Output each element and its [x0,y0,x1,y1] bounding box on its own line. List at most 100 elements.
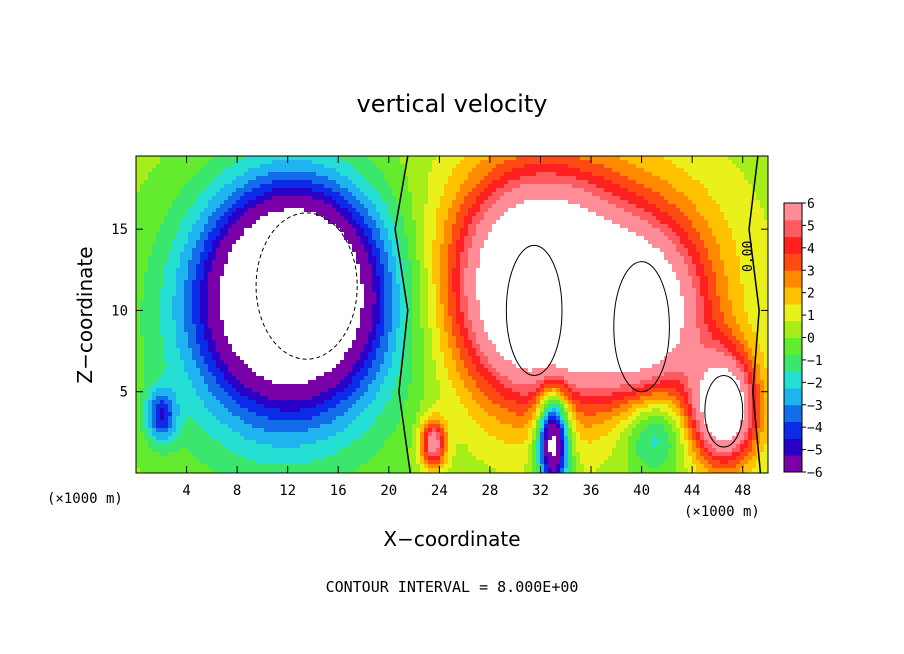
field-cell [212,316,216,320]
field-cell [280,284,284,288]
field-cell [176,184,180,188]
field-cell [232,228,236,232]
field-cell [332,308,336,312]
field-cell [348,352,352,356]
field-cell [168,224,172,228]
field-cell [332,252,336,256]
field-cell [324,260,328,264]
field-cell [148,400,152,404]
field-cell [208,248,212,252]
field-cell [380,260,384,264]
field-cell [304,308,308,312]
field-cell [320,168,324,172]
field-cell [184,436,188,440]
field-cell [144,420,148,424]
field-cell [176,360,180,364]
field-cell [140,456,144,460]
field-cell [256,436,260,440]
field-cell [348,428,352,432]
field-cell [228,460,232,464]
field-cell [348,396,352,400]
field-cell [252,436,256,440]
field-cell [304,232,308,236]
field-cell [204,212,208,216]
field-cell [160,240,164,244]
field-cell [340,332,344,336]
field-cell [304,280,308,284]
field-cell [196,368,200,372]
field-cell [340,304,344,308]
field-cell [144,208,148,212]
field-cell [368,468,372,472]
field-cell [224,288,228,292]
field-cell [248,248,252,252]
field-cell [176,180,180,184]
field-cell [172,372,176,376]
field-cell [216,248,220,252]
field-cell [236,420,240,424]
field-cell [308,372,312,376]
field-cell [228,356,232,360]
field-cell [316,224,320,228]
field-cell [268,468,272,472]
field-cell [228,452,232,456]
field-cell [364,400,368,404]
field-cell [284,192,288,196]
field-cell [200,312,204,316]
field-cell [188,412,192,416]
field-cell [164,444,168,448]
field-cell [208,284,212,288]
field-cell [332,284,336,288]
field-cell [160,200,164,204]
field-cell [344,412,348,416]
field-cell [284,316,288,320]
field-cell [252,380,256,384]
field-cell [228,200,232,204]
field-cell [216,328,220,332]
field-cell [316,204,320,208]
field-cell [380,308,384,312]
field-cell [344,244,348,248]
field-cell [364,432,368,436]
field-cell [260,428,264,432]
field-cell [360,192,364,196]
field-cell [144,448,148,452]
field-cell [284,232,288,236]
field-cell [284,168,288,172]
field-cell [264,360,268,364]
field-cell [280,164,284,168]
field-cell [244,372,248,376]
field-cell [372,212,376,216]
field-cell [276,252,280,256]
field-cell [276,220,280,224]
field-cell [348,464,352,468]
field-cell [372,404,376,408]
field-cell [240,172,244,176]
field-cell [292,204,296,208]
field-cell [328,196,332,200]
field-cell [300,368,304,372]
field-cell [328,412,332,416]
field-cell [260,396,264,400]
field-cell [384,276,388,280]
field-cell [320,344,324,348]
field-cell [276,196,280,200]
field-cell [172,248,176,252]
field-cell [296,256,300,260]
field-cell [340,432,344,436]
field-cell [336,400,340,404]
field-cell [228,312,232,316]
field-cell [216,212,220,216]
field-cell [280,204,284,208]
field-cell [340,468,344,472]
field-cell [260,348,264,352]
field-cell [148,444,152,448]
field-cell [148,392,152,396]
field-cell [240,260,244,264]
field-cell [356,384,360,388]
field-cell [272,276,276,280]
field-cell [260,240,264,244]
field-cell [240,432,244,436]
field-cell [348,392,352,396]
field-cell [140,268,144,272]
